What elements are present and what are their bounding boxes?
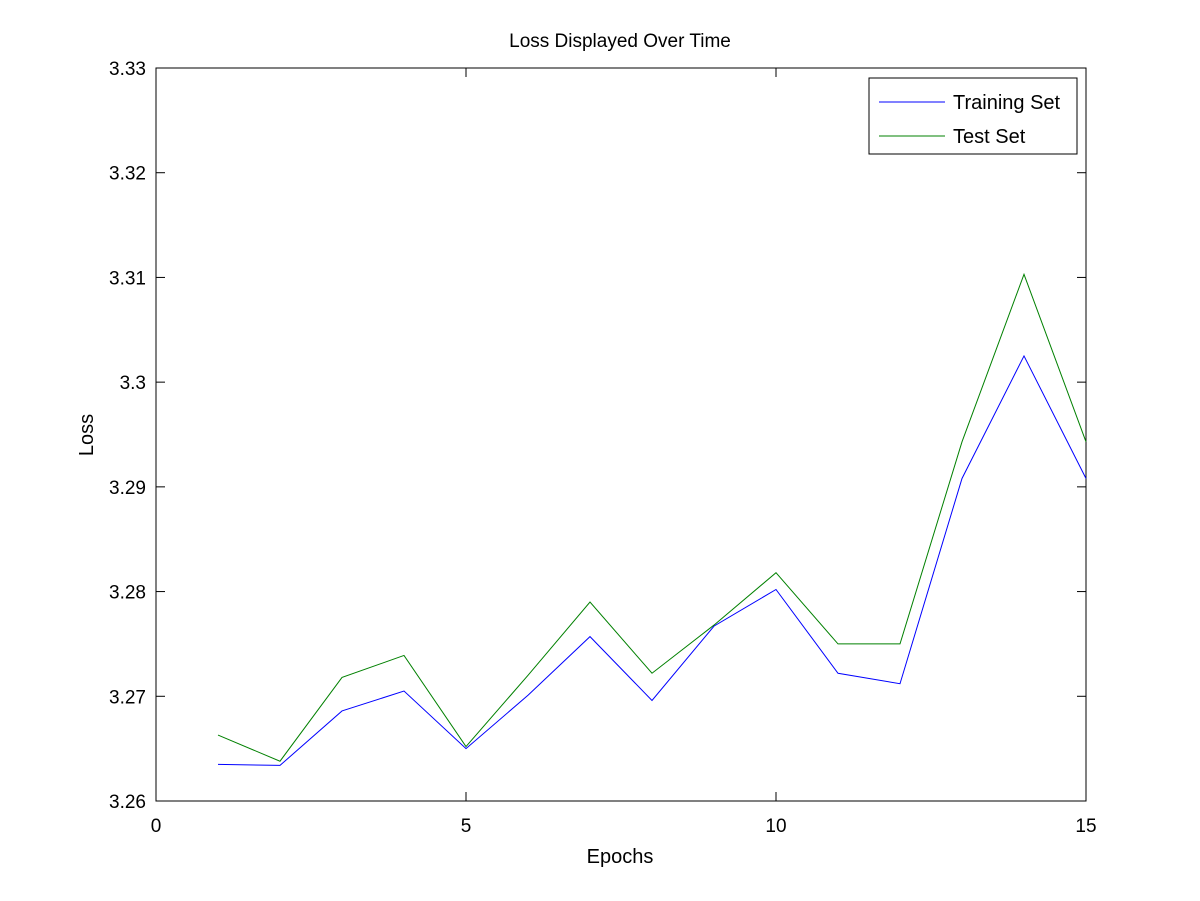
chart-title: Loss Displayed Over Time <box>509 31 731 52</box>
y-tick-label: 3.31 <box>109 268 146 289</box>
y-tick-label: 3.3 <box>120 373 146 394</box>
y-axis-label: Loss <box>76 414 98 456</box>
x-tick-label: 5 <box>461 816 472 837</box>
plot-area: 0 5 10 15 3.26 3.27 3.28 3.29 3.3 3.31 3.32 3.33 <box>109 59 1097 837</box>
x-tick-label: 10 <box>765 816 786 837</box>
y-tick-label: 3.32 <box>109 164 146 185</box>
y-tick-label: 3.27 <box>109 687 146 708</box>
x-tick-label: 15 <box>1075 816 1096 837</box>
legend-box <box>868 77 1078 155</box>
axes-frame <box>155 67 1087 802</box>
y-tick-label: 3.33 <box>109 59 146 80</box>
legend-label-1: Training Set <box>953 92 1061 114</box>
y-tick-label: 3.28 <box>109 583 146 604</box>
series-line-2 <box>217 272 1087 762</box>
legend: Training Set Test Set <box>868 77 1078 155</box>
y-tick-label: 3.29 <box>109 478 146 499</box>
x-tick-label: 0 <box>151 816 162 837</box>
series-line-1 <box>217 354 1087 766</box>
y-tick-label: 3.26 <box>109 792 146 813</box>
legend-label-2: Test Set <box>953 126 1026 148</box>
x-axis-label: Epochs <box>587 846 654 868</box>
